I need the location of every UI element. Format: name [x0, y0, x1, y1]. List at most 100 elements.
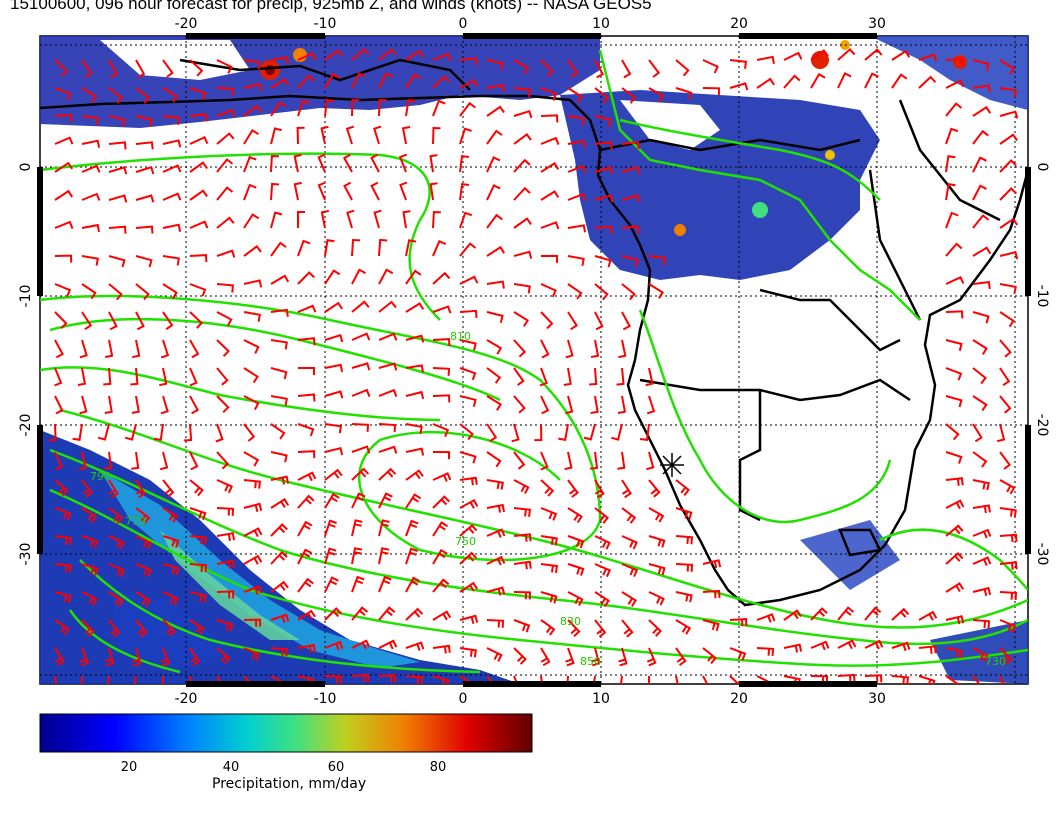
- wind-barb: [675, 675, 679, 684]
- wind-barb: [486, 83, 505, 93]
- wind-barb: [54, 113, 73, 123]
- wind-barb: [459, 476, 478, 486]
- wind-barb: [540, 563, 559, 574]
- wind-barb: [216, 532, 235, 541]
- wind-barb: [459, 614, 479, 624]
- wind-barb: [540, 619, 556, 636]
- wind-barb: [243, 339, 260, 354]
- wind-barb: [108, 479, 119, 499]
- wind-barb: [370, 181, 380, 201]
- wind-barb: [54, 367, 63, 387]
- wind-barb: [972, 311, 990, 324]
- wind-barb: [540, 136, 560, 145]
- wind-barb: [324, 576, 339, 593]
- wind-barb: [486, 213, 503, 229]
- wind-barb: [756, 77, 775, 89]
- lon-label: 10: [592, 691, 610, 707]
- wind-barb: [81, 311, 93, 331]
- wind-barb: [54, 395, 64, 415]
- wind-barb: [594, 591, 610, 608]
- wind-barb: [270, 647, 288, 657]
- wind-barb: [539, 367, 548, 387]
- wind-barb: [891, 641, 911, 652]
- wind-barb: [162, 563, 180, 576]
- wind-barb: [293, 181, 302, 201]
- wind-barb: [837, 47, 856, 61]
- wind-barb: [378, 445, 398, 454]
- wind-barb: [297, 304, 317, 313]
- wind-barb: [486, 339, 503, 355]
- lon-label: 20: [730, 691, 748, 707]
- wind-barb: [189, 311, 204, 329]
- wind-barb: [648, 87, 665, 103]
- wind-barb: [459, 423, 474, 441]
- wind-barb: [513, 395, 526, 414]
- wind-barb: [81, 87, 97, 103]
- wind-barb: [108, 255, 126, 268]
- wind-barb: [351, 362, 371, 371]
- wind-barb: [513, 533, 532, 542]
- wind-barb: [135, 619, 148, 638]
- wind-barb: [594, 535, 611, 550]
- contour-label: 770: [125, 515, 146, 528]
- wind-barb: [540, 87, 558, 101]
- wind-barb: [972, 556, 992, 567]
- wind-barb: [216, 59, 233, 74]
- wind-barb: [837, 606, 855, 621]
- wind-barb: [558, 423, 569, 441]
- wind-barb: [189, 254, 208, 263]
- wind-barb: [189, 563, 208, 573]
- wind-barb: [77, 367, 87, 386]
- wind-barb: [351, 673, 370, 683]
- wind-barb: [297, 51, 317, 61]
- wind-barb: [459, 581, 479, 593]
- wind-barb: [324, 675, 343, 684]
- wind-barb: [702, 59, 719, 74]
- wind-barb: [621, 619, 634, 638]
- wind-barb: [591, 647, 601, 667]
- wind-barb: [133, 675, 137, 684]
- wind-barb: [864, 72, 879, 89]
- wind-barb: [161, 675, 164, 684]
- lon-label: -20: [175, 691, 198, 707]
- wind-barb: [540, 451, 549, 471]
- wind-barb: [351, 332, 371, 341]
- wind-barb: [594, 619, 607, 638]
- wind-barb: [675, 59, 690, 77]
- wind-barb: [972, 479, 990, 491]
- wind-barb: [999, 591, 1018, 600]
- wind-barb: [131, 395, 140, 414]
- wind-barb: [378, 268, 394, 285]
- wind-barb: [432, 99, 446, 117]
- wind-barb: [162, 139, 182, 148]
- wind-barb: [621, 140, 640, 150]
- wind-barb: [243, 59, 261, 70]
- wind-barb: [351, 388, 371, 397]
- wind-barb: [432, 423, 450, 437]
- wind-barb: [972, 619, 991, 629]
- wind-barb: [486, 647, 503, 662]
- wind-barb: [324, 390, 344, 399]
- wind-barb: [184, 423, 193, 442]
- wind-barb: [918, 645, 937, 654]
- wind-barb: [567, 115, 585, 126]
- wind-barb: [594, 87, 610, 104]
- wind-barb: [432, 126, 441, 145]
- wind-barb: [583, 423, 596, 441]
- wind-barb: [945, 423, 960, 441]
- wind-barb: [405, 73, 422, 89]
- wind-barb: [189, 189, 208, 201]
- wind-barb: [216, 367, 229, 386]
- wind-barb: [270, 580, 289, 593]
- wind-barb: [945, 211, 959, 229]
- lat-labels-left: 0 -10 -20 -30: [18, 163, 34, 566]
- wind-barb: [324, 519, 337, 537]
- wind-barb: [79, 395, 88, 415]
- wind-barb: [243, 311, 261, 322]
- wind-barb: [351, 467, 370, 481]
- wind-barb: [648, 619, 663, 637]
- wind-barb: [405, 239, 417, 257]
- wind-barb: [540, 221, 560, 230]
- wind-barb: [999, 217, 1019, 229]
- wind-barb: [81, 59, 93, 78]
